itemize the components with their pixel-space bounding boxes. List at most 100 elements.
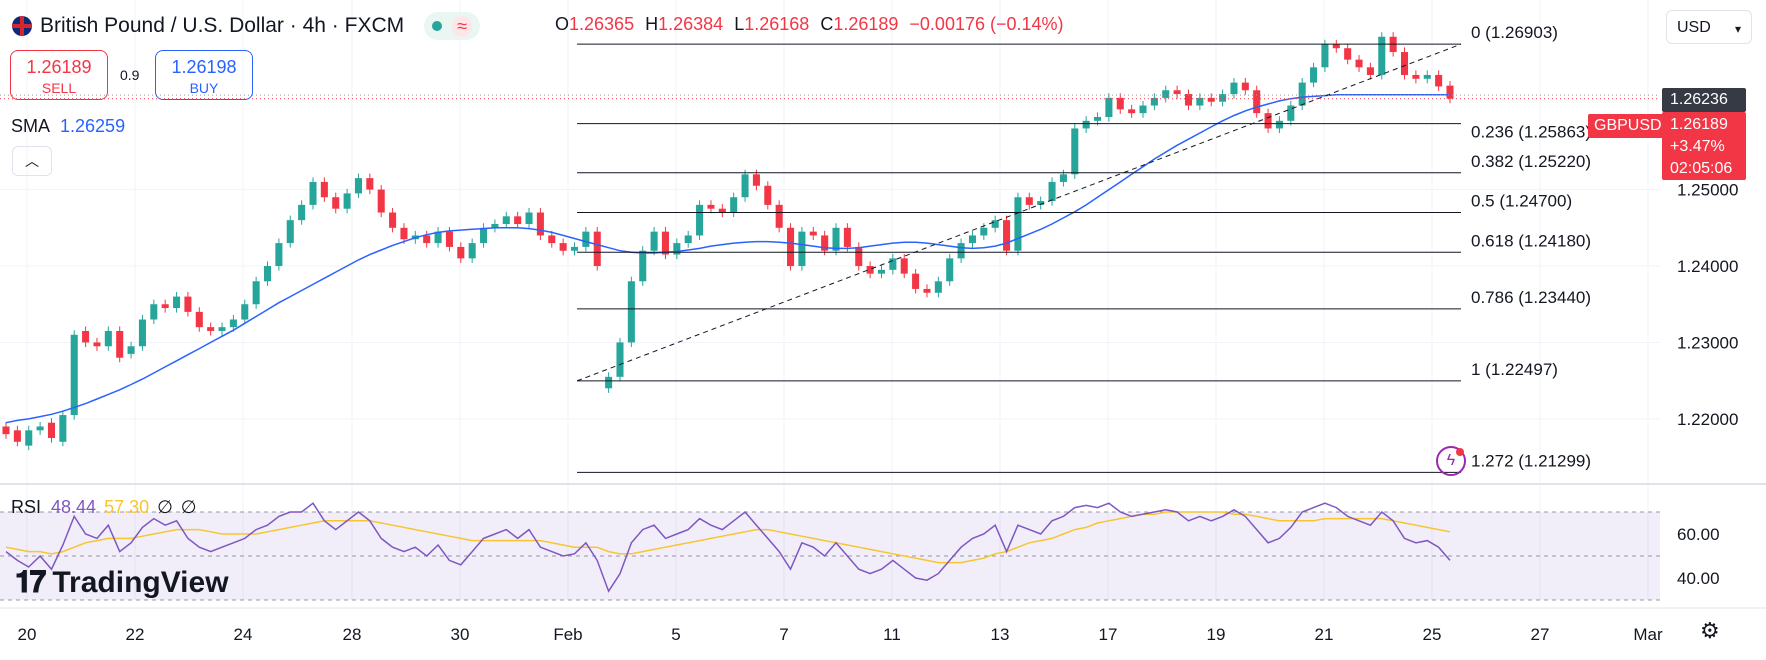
candle-body (730, 197, 738, 213)
candle-body (809, 231, 817, 236)
candle-body (1264, 113, 1272, 129)
candle-body (684, 235, 692, 244)
candle-body (707, 204, 715, 209)
rsi-axis-label: 60.00 (1677, 525, 1720, 544)
candle-body (400, 227, 408, 240)
candle-body (639, 250, 647, 282)
symbol-header[interactable]: British Pound / U.S. Dollar · 4h · FXCM … (12, 12, 480, 40)
rsi-ma-value: 57.30 (104, 497, 150, 517)
price-axis-label: 1.22000 (1677, 410, 1738, 429)
candle-body (434, 231, 442, 244)
candle-body (559, 243, 567, 251)
candle-body (661, 231, 669, 255)
candle-body (775, 204, 783, 228)
time-axis-label: 13 (991, 625, 1010, 644)
candle-body (1287, 105, 1295, 121)
candle-body (127, 346, 135, 354)
candle-body (673, 243, 681, 255)
bar-countdown: 02:05:06 (1670, 160, 1733, 177)
sell-price: 1.26189 (26, 57, 92, 77)
candle-body (104, 330, 112, 347)
candle-body (1219, 94, 1227, 102)
candle-body (1355, 59, 1363, 68)
time-axis-label: 21 (1315, 625, 1334, 644)
ohlc-high: 1.26384 (658, 14, 724, 34)
sell-button[interactable]: 1.26189 SELL (10, 50, 108, 100)
market-status-pill[interactable]: ≈ (424, 12, 480, 40)
candle-body (866, 266, 874, 274)
candle-body (377, 189, 385, 213)
candle-body (1423, 74, 1431, 79)
candle-body (968, 235, 976, 244)
candle-body (1400, 52, 1409, 75)
ohlc-low: 1.26168 (744, 14, 810, 34)
collapse-legend-button[interactable]: ︿ (12, 146, 52, 176)
candle-body (332, 197, 340, 209)
time-axis-label: 25 (1423, 625, 1442, 644)
candle-body (286, 220, 294, 244)
candle-body (1344, 48, 1352, 60)
candle-body (229, 319, 237, 328)
candle-body (343, 193, 351, 209)
symbol-title[interactable]: British Pound / U.S. Dollar · 4h · FXCM (40, 14, 405, 37)
candle-body (241, 304, 249, 320)
candle-body (605, 376, 613, 389)
time-axis-label: 27 (1531, 625, 1550, 644)
candle-body (1310, 67, 1318, 83)
tradingview-logo[interactable]: 𝟏𝟕 TradingView (15, 566, 229, 599)
time-axis-label: 20 (18, 625, 37, 644)
candle-body (1241, 82, 1249, 91)
candle-body (1071, 128, 1079, 175)
candle-body (843, 227, 851, 247)
candle-body (423, 235, 431, 244)
last-price: 1.26189 (1670, 116, 1728, 133)
candle-body (525, 212, 533, 224)
candle-body (1037, 201, 1045, 205)
buy-price: 1.26198 (171, 57, 237, 77)
candle-body (195, 311, 203, 328)
market-open-icon (432, 21, 443, 31)
candle-body (923, 288, 931, 293)
lightning-icon[interactable]: ϟ (1436, 446, 1466, 476)
candle-body (298, 204, 306, 221)
candle-body (650, 231, 658, 251)
candle-body (70, 334, 78, 416)
candle-body (1048, 181, 1056, 202)
candle-body (25, 430, 33, 446)
candle-body (934, 281, 942, 293)
settings-icon[interactable]: ⚙ (1700, 618, 1720, 643)
candle-body (900, 258, 908, 274)
buy-button[interactable]: 1.26198 BUY (155, 50, 253, 100)
candle-body (570, 246, 579, 251)
fib-level-label: 0.382 (1.25220) (1471, 152, 1591, 171)
candle-body (150, 304, 158, 320)
tradingview-mark-icon: 𝟏𝟕 (15, 566, 46, 599)
currency-selector[interactable]: USD ▾ (1666, 10, 1752, 44)
sma-legend[interactable]: SMA 1.26259 (11, 116, 126, 136)
candle-body (502, 216, 510, 224)
rsi-value: 48.44 (51, 497, 97, 517)
candle-body (82, 330, 90, 343)
candle-body (1105, 97, 1113, 117)
candle-body (1116, 97, 1124, 110)
candle-body (13, 430, 21, 442)
candle-body (718, 208, 726, 213)
candle-body (207, 327, 215, 331)
candle-body (161, 304, 169, 309)
candle-body (1003, 220, 1011, 251)
sell-label: SELL (41, 80, 77, 96)
candle-body (832, 227, 840, 251)
candle-body (93, 342, 101, 347)
rsi-legend[interactable]: RSI 48.44 57.30 ∅ ∅ (11, 497, 197, 517)
candle-body (275, 243, 283, 267)
candle-body (320, 181, 328, 198)
candle-body (752, 174, 760, 186)
price-axis-label: 1.23000 (1677, 333, 1738, 352)
time-axis-label: 24 (234, 625, 253, 644)
candle-body (536, 212, 544, 236)
candle-body (696, 204, 704, 236)
candle-body (1128, 109, 1136, 114)
candle-body (741, 174, 749, 198)
time-axis-label: 5 (671, 625, 680, 644)
